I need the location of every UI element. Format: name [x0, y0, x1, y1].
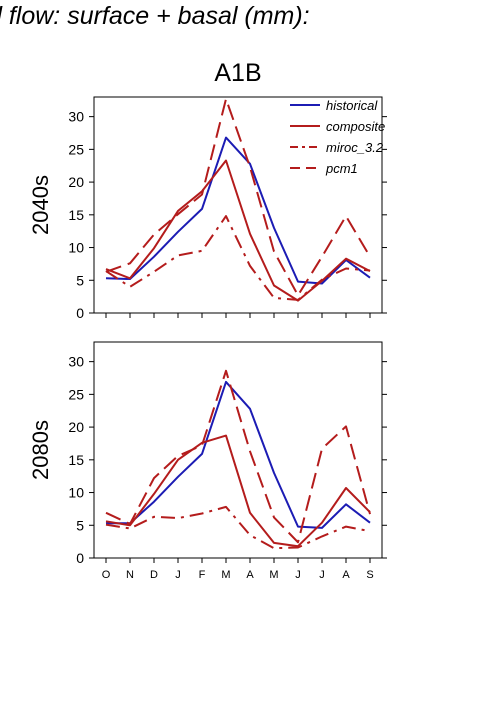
series-line-composite: [105, 434, 371, 548]
x-tick-label: J: [295, 569, 301, 581]
legend-label-historical: historical: [326, 98, 378, 113]
y-tick-label: 5: [76, 517, 84, 533]
legend-label-pcm1: pcm1: [325, 161, 358, 176]
series-line-historical: [106, 380, 371, 529]
series-line-miroc_3.2: [105, 505, 371, 550]
y-tick-label: 10: [68, 240, 84, 256]
plot-frame: [93, 341, 383, 559]
x-tick-label: O: [102, 569, 111, 581]
plot-frame: [93, 96, 383, 314]
y-tick-label: 20: [68, 174, 84, 190]
series-line-pcm1: [105, 98, 371, 297]
x-tick-label: F: [199, 569, 206, 581]
x-tick-label: S: [366, 569, 373, 581]
y-tick-label: 30: [68, 109, 84, 125]
y-tick-label: 15: [68, 452, 84, 468]
chart-panels: 0 5 10 15 20 25 30 2040s historical composite miro…: [28, 96, 387, 581]
series-line-composite: [105, 159, 371, 302]
x-tick-label: M: [269, 569, 278, 581]
x-tick-label: D: [150, 569, 158, 581]
panel-2040s: 0 5 10 15 20 25 30 2040s historical composite miro…: [28, 96, 387, 321]
x-tick-label: A: [342, 569, 350, 581]
y-tick-label: 5: [76, 272, 84, 288]
y-tick-label: 15: [68, 207, 84, 223]
y-tick-label: 10: [68, 485, 84, 501]
x-tick-label: A: [246, 569, 254, 581]
x-tick-label: N: [126, 569, 134, 581]
panel-2080s: 0 5 10 15 20 25 30 O N D J F M A M J J A S 2080s: [28, 341, 387, 581]
x-tick-label: M: [221, 569, 230, 581]
series-line-pcm1: [105, 369, 371, 544]
y-axis-label: 2040s: [28, 175, 53, 235]
x-tick-label: J: [319, 569, 325, 581]
series-line-miroc_3.2: [105, 215, 371, 301]
y-tick-label: 0: [76, 550, 84, 566]
y-tick-label: 25: [68, 386, 84, 402]
y-tick-label: 30: [68, 354, 84, 370]
figure-title: d flow: surface + basal (mm):: [0, 2, 310, 30]
y-axis-label: 2080s: [28, 420, 53, 480]
legend-label-composite: composite: [326, 119, 385, 134]
y-tick-label: 0: [76, 305, 84, 321]
legend-label-miroc_3.2: miroc_3.2: [326, 140, 384, 155]
y-tick-label: 20: [68, 419, 84, 435]
series-line-historical: [105, 136, 371, 285]
y-tick-label: 25: [68, 141, 84, 157]
x-tick-label: J: [175, 569, 181, 581]
scenario-title: A1B: [214, 59, 261, 87]
